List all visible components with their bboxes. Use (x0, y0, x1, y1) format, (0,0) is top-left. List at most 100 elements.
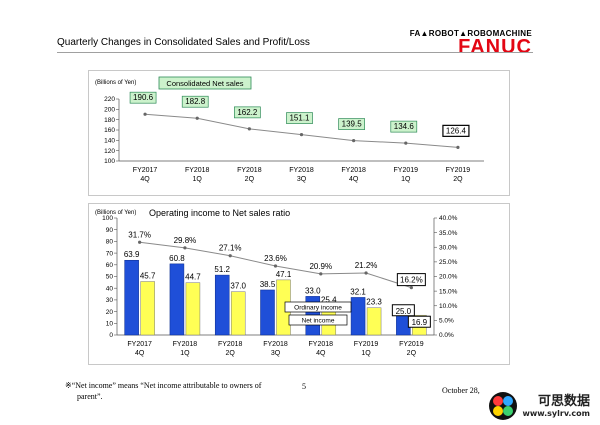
income-x-label: FY2018 (218, 341, 243, 348)
sales-point (456, 145, 460, 149)
income-y-tick-label-left: 80 (106, 239, 114, 246)
sales-value-box (390, 120, 418, 133)
income-y-tick-label-left: 70 (106, 250, 114, 257)
sales-y-tick-label: 140 (104, 138, 115, 145)
ratio-value-label: 31.7% (128, 230, 151, 239)
ratio-point (319, 272, 323, 276)
ordinary-value-label: 44.7 (185, 273, 201, 282)
sales-x-label: FY2018 (185, 167, 210, 174)
operating-income-bar (169, 263, 185, 336)
income-x-label: 1Q (361, 350, 371, 357)
ordinary-value-label: 45.7 (140, 272, 156, 281)
operating-value-label: 38.5 (260, 280, 276, 289)
operating-income-bar (214, 274, 230, 336)
operating-value-label: 51.2 (214, 265, 230, 274)
legend-net-income (288, 314, 348, 326)
sales-chart-title: Consolidated Net sales (166, 79, 243, 88)
ratio-point (228, 254, 232, 258)
ratio-point (138, 240, 142, 244)
operating-value-label: 33.0 (305, 286, 321, 295)
income-y-tick-label-left: 0 (109, 332, 113, 339)
operating-value-label: 32.1 (350, 287, 366, 296)
sales-value-box (234, 106, 261, 119)
income-x-label: FY2018 (263, 341, 288, 348)
operating-income-chart-panel: (Billions of Yen) Operating income to Net… (88, 203, 510, 365)
operating-income-bar (124, 259, 139, 336)
sales-x-label: 2Q (245, 176, 255, 183)
income-x-label: FY2019 (354, 341, 379, 348)
watermark-text: 可思数据 (537, 394, 590, 409)
income-x-label: 2Q (407, 350, 417, 357)
sales-value-label: 162.2 (237, 108, 258, 117)
operating-income-bar (350, 297, 366, 336)
income-y-tick-label-right: 25.0% (439, 259, 458, 266)
sales-x-label: 1Q (401, 176, 411, 183)
income-y-tick-label-left: 10 (106, 321, 114, 328)
income-x-label: 4Q (135, 350, 145, 357)
sales-y-tick-label: 160 (104, 127, 115, 134)
income-x-label: FY2018 (309, 341, 334, 348)
ratio-value-label: 21.2% (355, 261, 378, 270)
income-y-tick-label-right: 30.0% (439, 244, 458, 251)
income-y-tick-label-left: 20 (106, 309, 114, 316)
ratio-value-label: 29.8% (174, 236, 197, 245)
sales-point (299, 132, 304, 137)
income-x-label: FY2019 (399, 341, 424, 348)
brand-tagline: FA▲ROBOT▲ROBOMACHINE (409, 29, 532, 38)
sales-value-box (286, 112, 313, 124)
operating-value-box (391, 304, 415, 317)
watermark-logo-icon (489, 392, 518, 420)
operating-value-label: 60.8 (169, 254, 185, 263)
operating-value-label: 63.9 (124, 250, 140, 259)
ratio-value-label: 23.6% (264, 254, 287, 263)
sales-point (352, 138, 356, 143)
sales-x-label: FY2018 (341, 167, 366, 174)
sales-x-label: 4Q (349, 176, 359, 183)
sales-x-label: 4Q (140, 176, 150, 183)
income-y-tick-label-right: 40.0% (439, 215, 458, 222)
legend-ordinary-income-label: Ordinary income (294, 305, 342, 312)
sales-value-label: 139.5 (342, 120, 363, 129)
sales-x-label: FY2018 (237, 167, 262, 174)
ratio-value-label: 27.1% (219, 244, 242, 253)
sales-unit-label: (Billions of Yen) (95, 80, 136, 86)
ordinary-value-label: 23.3 (366, 298, 382, 307)
sales-point (247, 127, 251, 131)
income-x-label: FY2018 (173, 341, 198, 348)
ratio-point (409, 286, 413, 290)
income-x-label: FY2017 (127, 341, 152, 348)
sales-value-label: 182.8 (185, 97, 206, 106)
income-y-tick-label-left: 90 (106, 227, 114, 234)
sales-y-tick-label: 100 (104, 158, 115, 165)
footnote: ※“Net income” means “Net income attribut… (65, 380, 261, 402)
header-divider (57, 52, 533, 53)
sales-value-box (181, 95, 209, 108)
page-title: Quarterly Changes in Consolidated Sales … (57, 37, 310, 48)
sales-value-label: 151.1 (289, 114, 310, 123)
sales-value-box (442, 124, 470, 137)
ordinary-income-bar (185, 282, 201, 336)
income-y-tick-label-right: 5.0% (439, 318, 454, 325)
sales-value-box (338, 118, 365, 130)
income-y-tick-label-left: 40 (106, 285, 114, 292)
income-x-label: 2Q (226, 350, 236, 357)
sales-point (404, 141, 408, 145)
sales-x-label: 3Q (297, 176, 307, 183)
income-y-tick-label-left: 30 (106, 297, 114, 304)
sales-x-label: FY2017 (133, 167, 158, 174)
sales-x-label: FY2018 (289, 167, 314, 174)
ordinary-income-bar (230, 291, 246, 336)
ratio-point (183, 246, 187, 250)
ordinary-value-box (407, 315, 431, 328)
sales-value-label: 126.4 (446, 126, 467, 135)
watermark: 可思数据 www.sylrv.com (489, 390, 590, 420)
operating-value-label: 25.0 (396, 307, 412, 316)
income-y-tick-label-left: 100 (102, 215, 113, 222)
legend-ordinary-income (284, 301, 352, 313)
page-number: 5 (302, 382, 306, 391)
sales-x-label: FY2019 (394, 167, 419, 174)
ratio-point (273, 264, 278, 268)
sales-x-label: FY2019 (446, 167, 471, 174)
income-y-tick-label-right: 0.0% (439, 332, 454, 339)
legend-net-income-label: Net income (302, 318, 335, 325)
